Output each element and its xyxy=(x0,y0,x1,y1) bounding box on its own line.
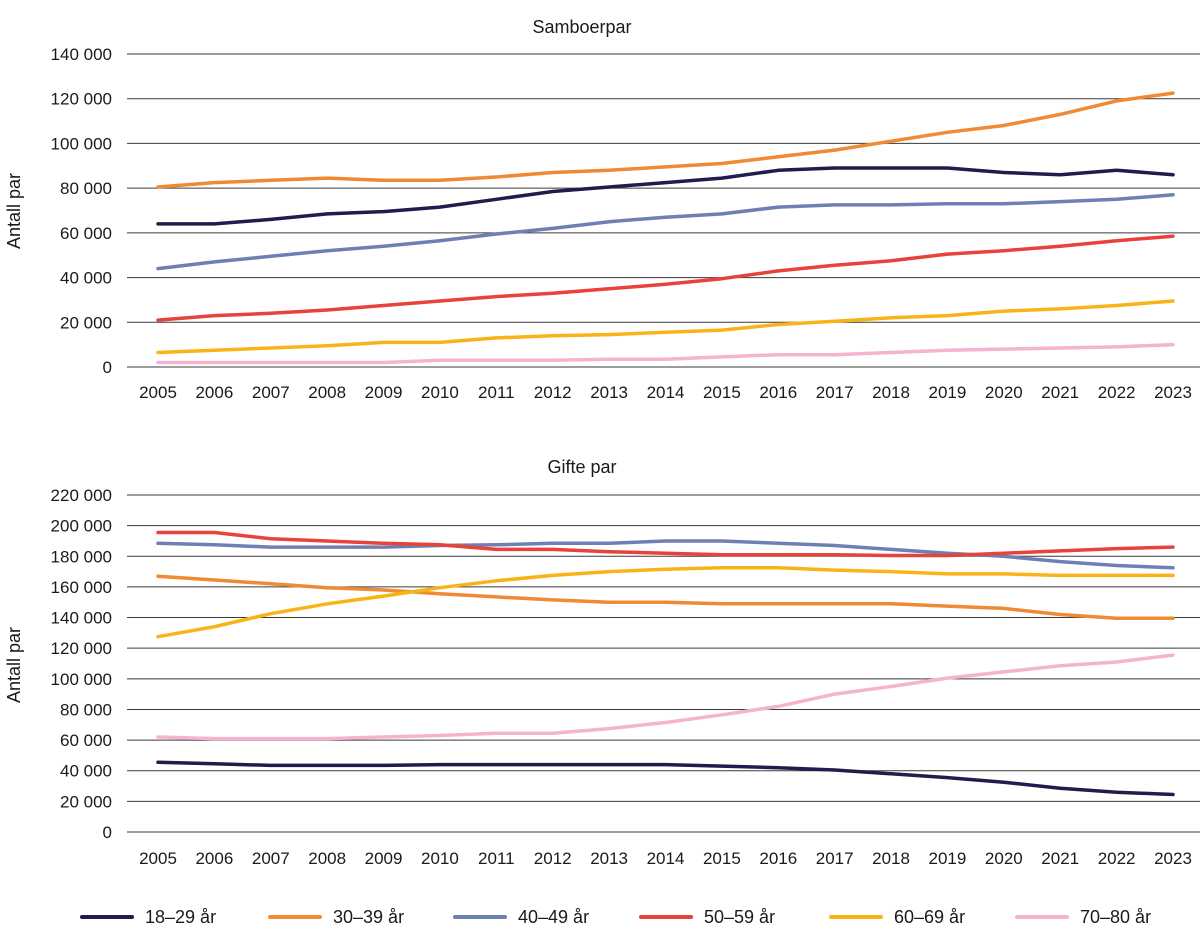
legend-label-60-69: 60–69 år xyxy=(894,907,965,927)
series-line-60-69 xyxy=(156,299,1175,355)
legend-label-50-59: 50–59 år xyxy=(704,907,775,927)
x-tick-label: 2016 xyxy=(759,383,797,402)
x-tick-label: 2021 xyxy=(1041,383,1079,402)
y-tick-label: 180 000 xyxy=(51,547,112,566)
samboerpar-chart: Samboerpar Antall par 0 20 000 40 000 60 00… xyxy=(4,17,1200,402)
legend-label-40-49: 40–49 år xyxy=(518,907,589,927)
series-line-30-39 xyxy=(156,91,1175,189)
x-tick-label: 2019 xyxy=(929,849,967,868)
chart-title: Gifte par xyxy=(547,457,616,477)
legend-label-70-80: 70–80 år xyxy=(1080,907,1151,927)
y-tick-label: 60 000 xyxy=(60,224,112,243)
x-tick-label: 2014 xyxy=(647,383,685,402)
legend: 18–29 år 30–39 år 40–49 år 50–59 år 60–69 år… xyxy=(80,907,1151,927)
x-tick-label: 2013 xyxy=(590,849,628,868)
y-tick-label: 80 000 xyxy=(60,700,112,719)
y-axis-label: Antall par xyxy=(4,627,24,703)
x-tick-label: 2013 xyxy=(590,383,628,402)
x-tick-label: 2005 xyxy=(139,849,177,868)
series-line-40-49 xyxy=(156,539,1175,570)
x-tick-label: 2023 xyxy=(1154,383,1192,402)
x-tick-label: 2005 xyxy=(139,383,177,402)
y-tick-label: 80 000 xyxy=(60,179,112,198)
series-line-18-29 xyxy=(156,760,1175,797)
series-line-60-69 xyxy=(156,566,1175,639)
y-tick-label: 0 xyxy=(103,823,112,842)
x-tick-label: 2020 xyxy=(985,849,1023,868)
y-tick-label: 200 000 xyxy=(51,517,112,536)
y-tick-label: 140 000 xyxy=(51,609,112,628)
series-line-40-49 xyxy=(156,193,1175,271)
x-tick-label: 2010 xyxy=(421,383,459,402)
y-tick-label: 120 000 xyxy=(51,90,112,109)
x-tick-label: 2023 xyxy=(1154,849,1192,868)
x-tick-label: 2011 xyxy=(478,849,515,868)
series-line-50-59 xyxy=(156,530,1175,558)
y-tick-label: 40 000 xyxy=(60,269,112,288)
y-tick-label: 220 000 xyxy=(51,486,112,505)
y-tick-label: 160 000 xyxy=(51,578,112,597)
series-line-70-80 xyxy=(156,342,1175,365)
series-line-50-59 xyxy=(156,234,1175,322)
y-axis-label: Antall par xyxy=(4,173,24,249)
series-line-30-39 xyxy=(156,574,1175,621)
x-tick-label: 2007 xyxy=(252,383,290,402)
x-tick-label: 2009 xyxy=(365,383,403,402)
x-tick-label: 2022 xyxy=(1098,383,1136,402)
y-tick-label: 60 000 xyxy=(60,731,112,750)
chart-title: Samboerpar xyxy=(532,17,631,37)
x-tick-label: 2021 xyxy=(1041,849,1079,868)
x-tick-label: 2006 xyxy=(195,849,233,868)
x-tick-label: 2018 xyxy=(872,383,910,402)
y-tick-label: 140 000 xyxy=(51,45,112,64)
x-tick-label: 2008 xyxy=(308,849,346,868)
series-line-70-80 xyxy=(156,653,1175,741)
y-tick-label: 100 000 xyxy=(51,134,112,153)
x-tick-label: 2022 xyxy=(1098,849,1136,868)
x-tick-label: 2009 xyxy=(365,849,403,868)
x-tick-label: 2007 xyxy=(252,849,290,868)
x-tick-label: 2014 xyxy=(647,849,685,868)
x-tick-label: 2012 xyxy=(534,849,572,868)
y-tick-label: 40 000 xyxy=(60,762,112,781)
x-tick-label: 2018 xyxy=(872,849,910,868)
y-tick-label: 100 000 xyxy=(51,670,112,689)
y-tick-label: 20 000 xyxy=(60,792,112,811)
gifte-par-chart: Gifte par Antall par 0 20 000 40 000 60 000… xyxy=(4,457,1200,868)
x-tick-label: 2010 xyxy=(421,849,459,868)
x-tick-label: 2015 xyxy=(703,849,741,868)
legend-label-18-29: 18–29 år xyxy=(145,907,216,927)
x-tick-label: 2016 xyxy=(759,849,797,868)
x-tick-label: 2019 xyxy=(929,383,967,402)
legend-label-30-39: 30–39 år xyxy=(333,907,404,927)
x-tick-label: 2006 xyxy=(195,383,233,402)
series-line-18-29 xyxy=(156,166,1175,226)
x-tick-label: 2008 xyxy=(308,383,346,402)
x-tick-label: 2017 xyxy=(816,849,854,868)
y-tick-label: 0 xyxy=(103,358,112,377)
x-tick-label: 2020 xyxy=(985,383,1023,402)
y-tick-label: 20 000 xyxy=(60,313,112,332)
x-tick-label: 2011 xyxy=(478,383,515,402)
x-tick-label: 2012 xyxy=(534,383,572,402)
y-tick-label: 120 000 xyxy=(51,639,112,658)
x-tick-label: 2015 xyxy=(703,383,741,402)
x-tick-label: 2017 xyxy=(816,383,854,402)
